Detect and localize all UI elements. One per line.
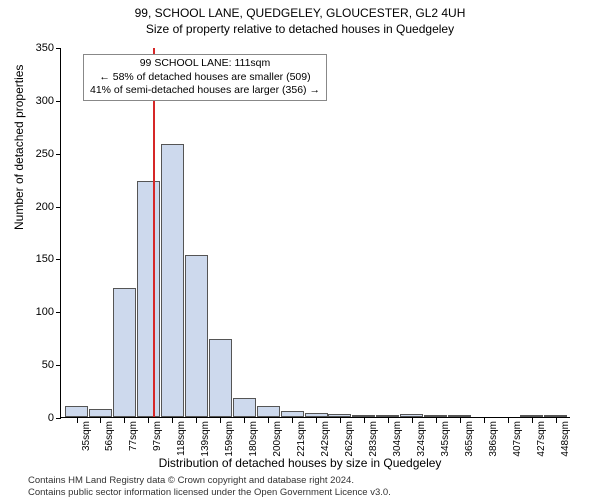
ytick-label: 300 [36, 95, 54, 107]
title-line2: Size of property relative to detached ho… [0, 22, 600, 38]
xtick-label: 283sqm [368, 421, 379, 457]
histogram-bar [544, 415, 567, 417]
xtick-label: 448sqm [560, 421, 571, 457]
ytick-mark [56, 101, 61, 102]
xtick-mark [436, 418, 437, 423]
xtick-label: 118sqm [176, 421, 187, 456]
histogram-bar [209, 339, 232, 417]
ytick-mark [56, 259, 61, 260]
xtick-label: 324sqm [416, 421, 427, 457]
xtick-label: 200sqm [272, 421, 283, 457]
histogram-bar [376, 415, 399, 417]
xtick-label: 345sqm [440, 421, 451, 457]
xtick-label: 35sqm [81, 421, 92, 451]
ytick-mark [56, 312, 61, 313]
histogram-bar [328, 414, 351, 417]
y-axis-label: Number of detached properties [12, 65, 26, 230]
xtick-mark [220, 418, 221, 423]
footer-attribution: Contains HM Land Registry data © Crown c… [28, 475, 590, 498]
xtick-label: 221sqm [296, 421, 307, 457]
chart-area: 05010015020025030035035sqm56sqm77sqm97sq… [60, 48, 570, 418]
xtick-mark [148, 418, 149, 423]
xtick-mark [340, 418, 341, 423]
xtick-label: 262sqm [344, 421, 355, 457]
xtick-label: 180sqm [248, 421, 259, 457]
xtick-label: 427sqm [536, 421, 547, 457]
xtick-label: 159sqm [224, 421, 235, 457]
ytick-mark [56, 418, 61, 419]
xtick-mark [292, 418, 293, 423]
xtick-label: 365sqm [464, 421, 475, 457]
ytick-mark [56, 154, 61, 155]
xtick-mark [388, 418, 389, 423]
histogram-bar [89, 409, 112, 417]
xtick-label: 242sqm [320, 421, 331, 457]
histogram-bar [448, 415, 471, 417]
ytick-label: 150 [36, 253, 54, 265]
xtick-label: 304sqm [392, 421, 403, 457]
xtick-mark [100, 418, 101, 423]
xtick-mark [244, 418, 245, 423]
annotation-line3: 41% of semi-detached houses are larger (… [90, 84, 320, 98]
xtick-mark [316, 418, 317, 423]
title-line1: 99, SCHOOL LANE, QUEDGELEY, GLOUCESTER, … [0, 6, 600, 22]
annotation-box: 99 SCHOOL LANE: 111sqm← 58% of detached … [83, 54, 327, 101]
histogram-bar [424, 415, 447, 417]
histogram-bar [400, 414, 423, 417]
histogram-bar [281, 411, 304, 417]
footer-line2: Contains public sector information licen… [28, 487, 590, 498]
ytick-label: 100 [36, 306, 54, 318]
xtick-mark [268, 418, 269, 423]
histogram-bar [113, 288, 136, 417]
ytick-mark [56, 365, 61, 366]
xtick-mark [508, 418, 509, 423]
xtick-mark [412, 418, 413, 423]
xtick-label: 56sqm [104, 421, 115, 451]
histogram-bar [185, 255, 208, 417]
histogram-bar [352, 415, 375, 417]
xtick-mark [124, 418, 125, 423]
histogram-bar [161, 144, 184, 417]
x-axis-label: Distribution of detached houses by size … [0, 456, 600, 470]
xtick-mark [556, 418, 557, 423]
plot-region: 05010015020025030035035sqm56sqm77sqm97sq… [60, 48, 570, 418]
xtick-mark [364, 418, 365, 423]
histogram-bar [257, 406, 280, 417]
xtick-mark [196, 418, 197, 423]
histogram-bar [65, 406, 88, 417]
xtick-label: 386sqm [488, 421, 499, 457]
xtick-mark [532, 418, 533, 423]
xtick-label: 77sqm [128, 421, 139, 451]
annotation-line2: ← 58% of detached houses are smaller (50… [90, 71, 320, 85]
xtick-mark [484, 418, 485, 423]
reference-line [153, 48, 155, 417]
ytick-label: 200 [36, 201, 54, 213]
xtick-mark [172, 418, 173, 423]
xtick-mark [460, 418, 461, 423]
ytick-mark [56, 207, 61, 208]
xtick-label: 97sqm [152, 421, 163, 451]
ytick-mark [56, 48, 61, 49]
annotation-line1: 99 SCHOOL LANE: 111sqm [90, 57, 320, 71]
histogram-bar [137, 181, 160, 417]
ytick-label: 50 [42, 359, 54, 371]
xtick-mark [77, 418, 78, 423]
ytick-label: 250 [36, 148, 54, 160]
ytick-label: 350 [36, 42, 54, 54]
histogram-bar [233, 398, 256, 417]
histogram-bar [305, 413, 328, 417]
ytick-label: 0 [48, 412, 54, 424]
histogram-bar [520, 415, 543, 417]
xtick-label: 407sqm [512, 421, 523, 457]
footer-line1: Contains HM Land Registry data © Crown c… [28, 475, 590, 486]
xtick-label: 139sqm [200, 421, 211, 457]
